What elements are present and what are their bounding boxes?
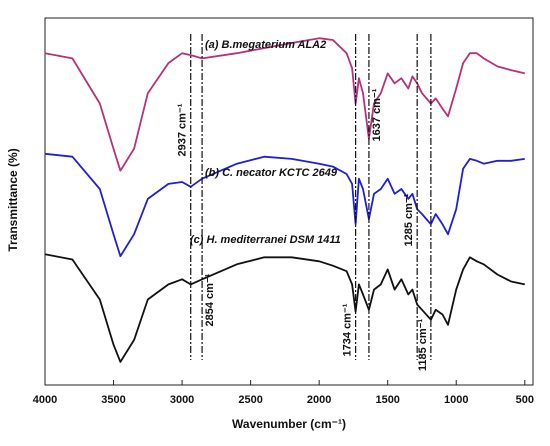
x-tick-label: 1000 [444, 394, 468, 406]
x-tick-label: 2500 [238, 394, 262, 406]
x-axis-label: Wavenumber (cm⁻¹) [232, 417, 346, 431]
peak-label: 1285 cm⁻¹ [403, 193, 415, 246]
peak-label: 1637 cm⁻¹ [371, 88, 383, 141]
x-tick-label: 3000 [170, 394, 194, 406]
plot-frame [44, 17, 534, 386]
peak-label: 2854 cm⁻¹ [204, 273, 216, 326]
spectrum-line [44, 37, 526, 172]
peak-label: 2937 cm⁻¹ [177, 103, 189, 156]
peak-label: 1185 cm⁻¹ [417, 319, 429, 372]
y-axis-label: Transmittance (%) [6, 148, 20, 251]
series-label: (c) H. mediterranei DSM 1411 [190, 234, 341, 246]
spectrum-line [44, 253, 525, 363]
x-tick-label: 500 [516, 394, 534, 406]
peak-label: 1734 cm⁻¹ [342, 303, 354, 356]
x-tick-label: 1500 [375, 394, 399, 406]
x-tick-label: 2000 [307, 394, 331, 406]
x-tick-label: 3500 [101, 394, 125, 406]
x-tick-label: 4000 [33, 394, 57, 406]
series-label: (b) C. necator KCTC 2649 [205, 167, 338, 179]
series-label: (a) B.megaterium ALA2 [205, 39, 326, 51]
